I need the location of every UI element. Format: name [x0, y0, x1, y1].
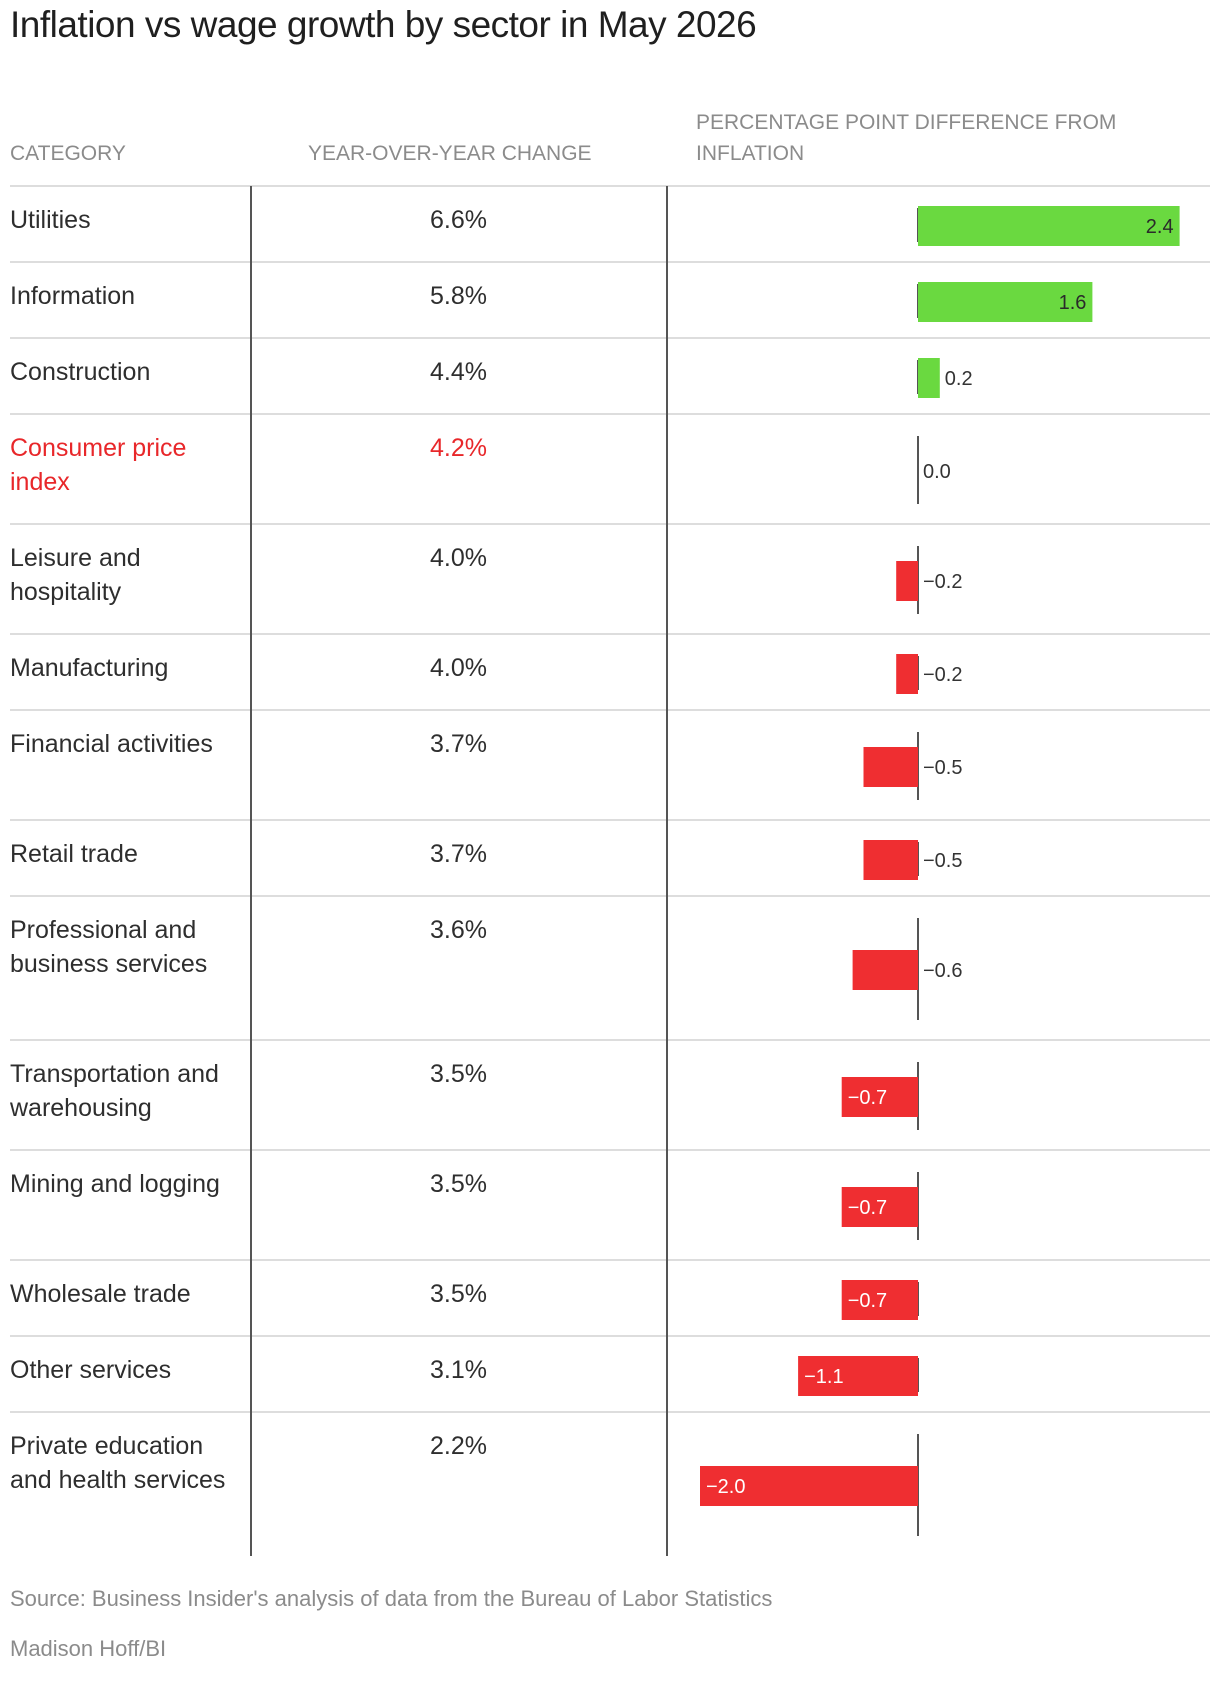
header-yoy-change: YEAR-OVER-YEAR CHANGE: [308, 142, 592, 165]
yoy-change-value: 3.7%: [430, 840, 487, 868]
difference-bar: [841, 1280, 918, 1320]
difference-value-label: 2.4: [1146, 216, 1174, 238]
row-separator: [10, 185, 1210, 187]
chart-title: Inflation vs wage growth by sector in Ma…: [10, 4, 757, 45]
row-separator: [10, 413, 1210, 415]
category-label: Consumer price index: [10, 434, 187, 496]
category-label: Manufacturing: [10, 654, 169, 682]
yoy-change-value: 3.5%: [430, 1060, 487, 1088]
difference-bar: [841, 1077, 918, 1117]
category-label: Information: [10, 282, 136, 310]
difference-value-label: 1.6: [1059, 292, 1087, 314]
difference-value-label: 0.0: [923, 461, 951, 483]
difference-value-label: −0.2: [923, 571, 962, 593]
row-separator: [10, 1039, 1210, 1041]
header-difference: PERCENTAGE POINT DIFFERENCE FROM INFLATI…: [696, 111, 1117, 165]
difference-bar: [918, 358, 940, 398]
row-separator: [10, 1411, 1210, 1413]
header-category: CATEGORY: [10, 142, 126, 165]
yoy-change-value: 3.7%: [430, 730, 487, 758]
difference-bar: [852, 950, 918, 990]
difference-value-label: −2.0: [706, 1476, 745, 1498]
yoy-change-value: 4.2%: [430, 434, 487, 462]
category-label: Professional and business services: [10, 916, 208, 978]
yoy-change-value: 4.0%: [430, 654, 487, 682]
difference-value-label: 0.2: [945, 368, 973, 390]
category-label: Mining and logging: [10, 1170, 220, 1198]
category-label: Private education and health services: [10, 1432, 226, 1494]
yoy-change-value: 3.5%: [430, 1170, 487, 1198]
category-label: Transportation and warehousing: [10, 1060, 219, 1122]
category-label: Financial activities: [10, 730, 213, 758]
row-separator: [10, 337, 1210, 339]
row-separator: [10, 1259, 1210, 1261]
category-label: Leisure and hospitality: [10, 544, 141, 606]
row-separator: [10, 633, 1210, 635]
difference-value-label: −0.7: [848, 1197, 887, 1219]
difference-value-label: −0.7: [848, 1290, 887, 1312]
yoy-change-value: 5.8%: [430, 282, 487, 310]
difference-bar: [918, 206, 1180, 246]
category-label: Construction: [10, 358, 151, 386]
difference-bar: [918, 282, 1093, 322]
yoy-change-value: 4.4%: [430, 358, 487, 386]
difference-bar: [863, 747, 918, 787]
difference-bar: [798, 1356, 918, 1396]
yoy-change-value: 3.5%: [430, 1280, 487, 1308]
row-separator: [10, 819, 1210, 821]
difference-bar: [896, 561, 918, 601]
credit-note: Madison Hoff/BI: [10, 1636, 167, 1661]
row-separator: [10, 1149, 1210, 1151]
yoy-change-value: 4.0%: [430, 544, 487, 572]
column-divider-yoy: [666, 186, 668, 1556]
category-label: Utilities: [10, 206, 91, 234]
row-separator: [10, 895, 1210, 897]
row-separator: [10, 261, 1210, 263]
row-separator: [10, 1335, 1210, 1337]
difference-bar: [700, 1466, 918, 1506]
category-label: Retail trade: [10, 840, 138, 868]
difference-value-label: −0.2: [923, 664, 962, 686]
category-label: Other services: [10, 1356, 172, 1384]
yoy-change-value: 3.6%: [430, 916, 487, 944]
difference-bar: [863, 840, 918, 880]
category-label: Wholesale trade: [10, 1280, 191, 1308]
difference-value-label: −0.5: [923, 850, 962, 872]
source-note: Source: Business Insider's analysis of d…: [10, 1586, 773, 1611]
yoy-change-value: 2.2%: [430, 1432, 487, 1460]
difference-bar: [896, 654, 918, 694]
difference-value-label: −0.6: [923, 960, 962, 982]
difference-bar: [841, 1187, 918, 1227]
row-separator: [10, 523, 1210, 525]
difference-value-label: −0.5: [923, 757, 962, 779]
column-divider-category: [250, 186, 252, 1556]
difference-value-label: −1.1: [804, 1366, 843, 1388]
difference-value-label: −0.7: [848, 1087, 887, 1109]
row-separator: [10, 709, 1210, 711]
yoy-change-value: 6.6%: [430, 206, 487, 234]
yoy-change-value: 3.1%: [430, 1356, 487, 1384]
